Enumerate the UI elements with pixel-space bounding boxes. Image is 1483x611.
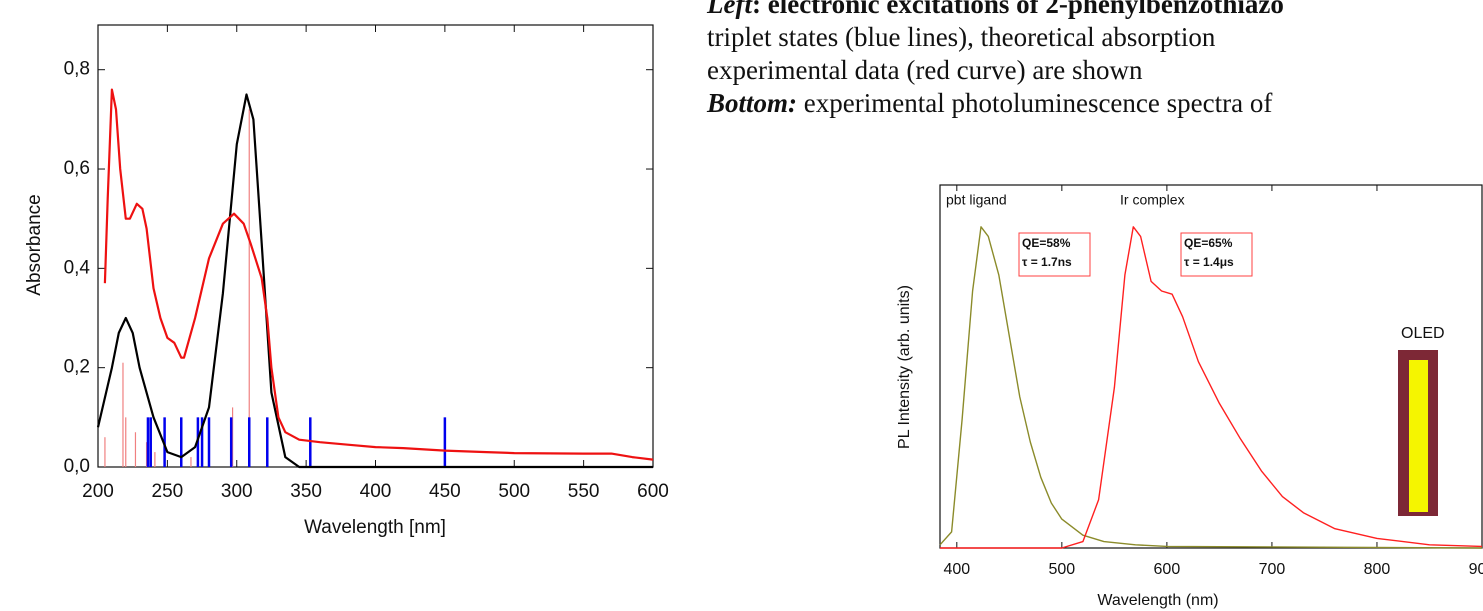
- x-tick-label: 700: [1259, 561, 1286, 578]
- x-tick-label: 300: [221, 481, 253, 502]
- series-label: pbt ligand: [946, 192, 1007, 208]
- caption-text: : electronic excitations of 2-phenylbenz…: [751, 0, 1284, 19]
- caption-line: Bottom: experimental photoluminescence s…: [707, 87, 1483, 120]
- x-axis-label: Wavelength (nm): [1097, 592, 1218, 609]
- x-axis-label: Wavelength [nm]: [304, 517, 446, 538]
- oled-emission: [1409, 360, 1428, 512]
- x-tick-label: 400: [943, 561, 970, 578]
- x-tick-label: 350: [290, 481, 322, 502]
- x-tick-label: 600: [1154, 561, 1181, 578]
- caption-line: triplet states (blue lines), theoretical…: [707, 22, 1216, 52]
- y-axis-label: Absorbance: [24, 194, 45, 295]
- x-tick-label: 500: [498, 481, 530, 502]
- x-tick-label: 550: [568, 481, 600, 502]
- x-tick-label: 900: [1469, 561, 1483, 578]
- annotation: QE=65%: [1184, 236, 1233, 250]
- x-tick-label: 250: [152, 481, 184, 502]
- curve: [939, 226, 1483, 549]
- x-tick-label: 450: [429, 481, 461, 502]
- plot-frame: [97, 24, 654, 468]
- caption: Left: electronic excitations of 2-phenyl…: [707, 0, 1483, 120]
- annotation: τ = 1.7ns: [1022, 255, 1072, 269]
- x-tick-label: 400: [360, 481, 392, 502]
- y-tick-label: 0,8: [64, 59, 90, 80]
- plot-frame: [939, 184, 1483, 549]
- caption-label: Left: [707, 0, 752, 19]
- annotation: QE=58%: [1022, 236, 1071, 250]
- caption-text: experimental photoluminescence spectra o…: [797, 88, 1273, 118]
- x-tick-label: 500: [1048, 561, 1075, 578]
- series-label: Ir complex: [1120, 192, 1185, 208]
- caption-label: Bottom:: [707, 88, 798, 118]
- y-tick-label: 0,2: [64, 357, 90, 378]
- caption-line: experimental data (red curve) are shown: [707, 55, 1143, 85]
- annotation-box: [1180, 232, 1253, 277]
- annotation-box: [1018, 232, 1091, 277]
- curve: [96, 93, 653, 469]
- x-tick-label: 800: [1364, 561, 1391, 578]
- x-tick-label: 600: [637, 481, 669, 502]
- curve: [940, 226, 1483, 549]
- y-tick-label: 0,4: [64, 257, 91, 278]
- caption-line: Left: electronic excitations of 2-phenyl…: [707, 0, 1483, 21]
- x-tick-label: 200: [82, 481, 114, 502]
- annotation: OLED: [1401, 325, 1445, 342]
- curve: [103, 88, 654, 461]
- y-tick-label: 0,0: [64, 456, 90, 477]
- annotation: τ = 1.4μs: [1184, 255, 1234, 269]
- y-axis-label: PL Intensity (arb. units): [896, 285, 913, 449]
- y-tick-label: 0,6: [64, 158, 90, 179]
